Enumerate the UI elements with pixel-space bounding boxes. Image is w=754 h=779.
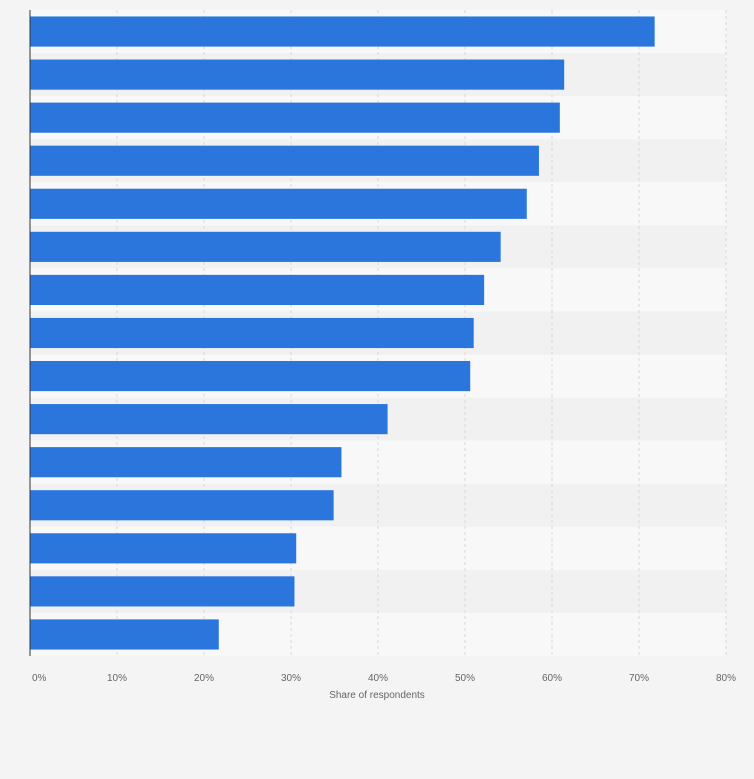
bar	[30, 317, 474, 349]
x-axis-ticks: 0% 10% 20% 30% 40% 50% 60% 70% 80%	[32, 673, 736, 684]
x-tick-label: 40%	[368, 673, 388, 684]
bar	[30, 145, 539, 176]
bar	[30, 576, 295, 607]
x-tick-label: 30%	[281, 673, 301, 684]
x-tick-label: 80%	[716, 673, 736, 684]
bar	[30, 231, 501, 262]
bar	[30, 360, 471, 392]
bar	[30, 102, 560, 133]
bar	[30, 188, 527, 219]
bar	[30, 447, 342, 478]
x-tick-label: 60%	[542, 673, 562, 684]
bar	[30, 490, 334, 521]
bar	[30, 59, 565, 90]
x-tick-label: 20%	[194, 673, 214, 684]
bar	[30, 274, 485, 306]
x-tick-label: 0%	[32, 673, 47, 684]
bar	[30, 16, 655, 47]
bar	[30, 619, 219, 650]
bars	[30, 16, 655, 650]
x-tick-label: 70%	[629, 673, 649, 684]
x-tick-label: 10%	[107, 673, 127, 684]
x-axis-title: Share of respondents	[329, 690, 425, 701]
bar	[30, 404, 388, 435]
x-tick-label: 50%	[455, 673, 475, 684]
bar	[30, 533, 297, 564]
